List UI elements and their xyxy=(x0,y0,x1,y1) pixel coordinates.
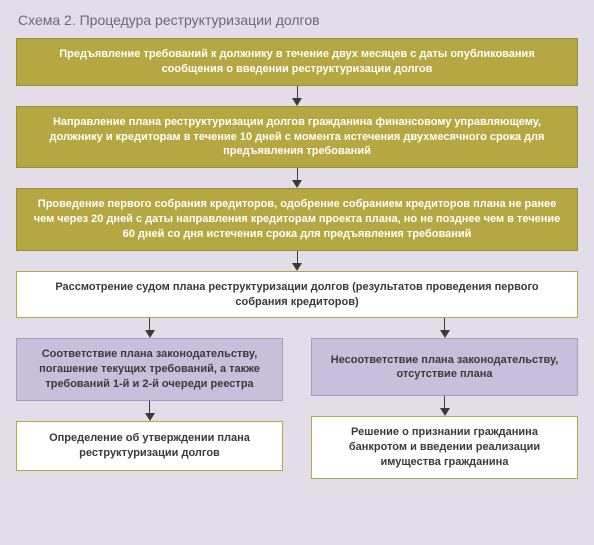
arrow-right-1 xyxy=(440,318,450,338)
arrow-3 xyxy=(292,251,302,271)
left-b-box: Определение об утверждении плана реструк… xyxy=(16,421,283,471)
right-b-box: Решение о признании гражданина банкротом… xyxy=(311,416,578,479)
step-4-box: Рассмотрение судом плана реструктуризаци… xyxy=(16,271,578,319)
step-2-box: Направление плана реструктуризации долго… xyxy=(16,106,578,169)
arrow-2 xyxy=(292,168,302,188)
arrow-left-2 xyxy=(145,401,155,421)
flow-column: Предъявление требований к должнику в теч… xyxy=(16,38,578,479)
diagram-page: Схема 2. Процедура реструктуризации долг… xyxy=(0,0,594,545)
step-3-box: Проведение первого собрания кредиторов, … xyxy=(16,188,578,251)
arrow-left-1 xyxy=(145,318,155,338)
step-1-box: Предъявление требований к должнику в теч… xyxy=(16,38,578,86)
left-branch: Соответствие плана законодательству, пог… xyxy=(16,318,283,479)
diagram-title: Схема 2. Процедура реструктуризации долг… xyxy=(18,12,578,28)
branch-row: Соответствие плана законодательству, пог… xyxy=(16,318,578,479)
arrow-right-2 xyxy=(440,396,450,416)
right-branch: Несоответствие плана законодательству, о… xyxy=(311,318,578,479)
left-a-box: Соответствие плана законодательству, пог… xyxy=(16,338,283,401)
right-a-box: Несоответствие плана законодательству, о… xyxy=(311,338,578,396)
arrow-1 xyxy=(292,86,302,106)
